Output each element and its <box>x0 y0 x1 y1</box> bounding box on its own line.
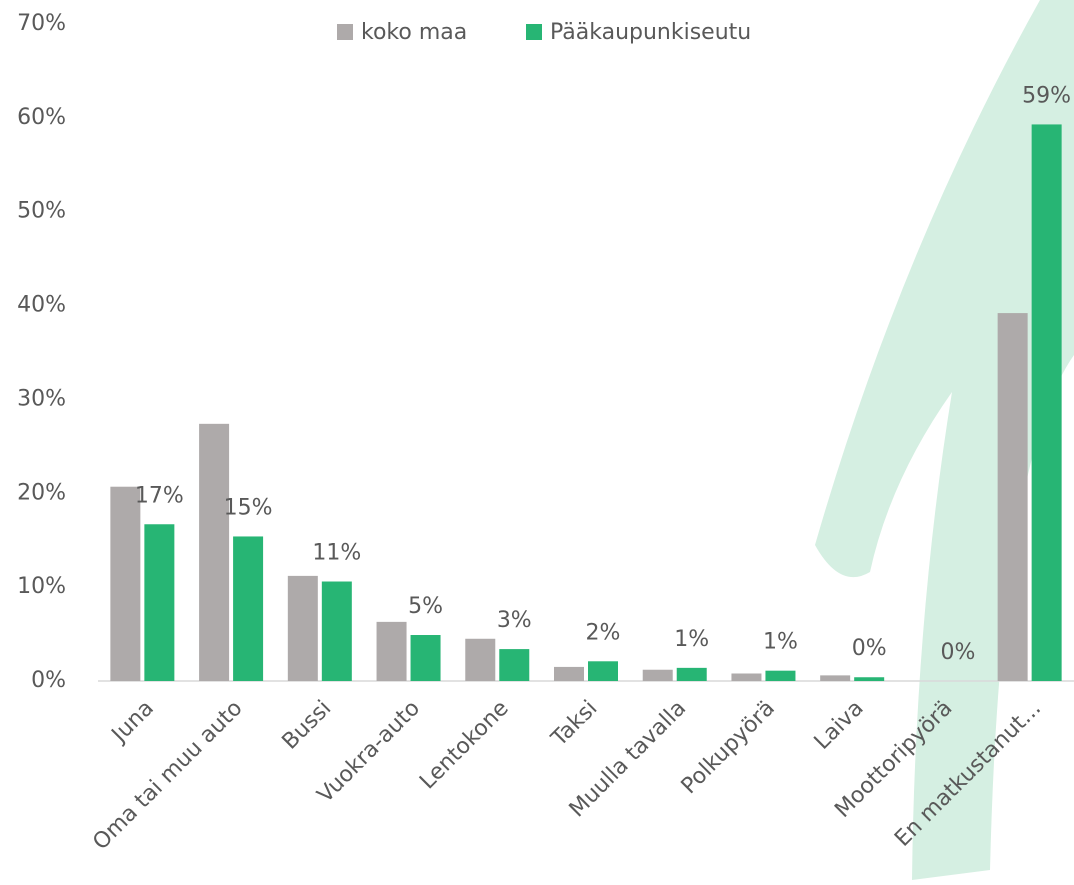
legend-label: Pääkaupunkiseutu <box>550 20 751 45</box>
bar <box>199 423 230 681</box>
y-tick-label: 10% <box>17 574 66 599</box>
bar <box>499 649 530 681</box>
bar <box>110 486 141 681</box>
bar <box>1031 124 1062 682</box>
bar <box>554 666 584 681</box>
data-label: 1% <box>674 627 709 652</box>
bar <box>731 673 762 681</box>
data-label: 15% <box>224 495 273 520</box>
data-label: 0% <box>852 636 887 661</box>
bar <box>820 675 851 681</box>
data-label: 3% <box>497 608 532 633</box>
data-label: 17% <box>135 483 184 508</box>
data-label: 5% <box>408 594 443 619</box>
x-tick-label: Lentokone <box>415 696 514 795</box>
bar <box>321 581 352 681</box>
legend-swatch <box>526 24 542 40</box>
data-label: 0% <box>940 640 975 665</box>
x-tick-label: Laiva <box>810 696 869 755</box>
x-tick-label: Juna <box>106 696 159 749</box>
y-tick-label: 20% <box>17 480 66 505</box>
bar <box>765 670 796 681</box>
bar <box>854 677 885 681</box>
data-label: 11% <box>312 541 361 566</box>
y-tick-label: 30% <box>17 386 66 411</box>
y-tick-label: 40% <box>17 293 66 318</box>
data-label: 59% <box>1022 83 1071 108</box>
y-tick-label: 50% <box>17 199 66 224</box>
data-label: 1% <box>763 630 798 655</box>
bar <box>676 667 707 681</box>
bar <box>144 524 175 681</box>
bar <box>997 313 1028 681</box>
bar <box>233 536 264 681</box>
bar <box>642 669 673 681</box>
x-tick-label: Taksi <box>546 696 602 752</box>
data-label: 2% <box>586 620 621 645</box>
y-tick-label: 70% <box>17 11 66 36</box>
bar <box>465 638 496 681</box>
x-tick-label: Polkupyörä <box>677 696 780 799</box>
x-tick-label: Bussi <box>278 696 337 755</box>
bar <box>287 575 318 681</box>
background-arrow <box>815 0 1074 880</box>
bar <box>410 635 441 681</box>
y-tick-label: 0% <box>31 668 66 693</box>
legend-label: koko maa <box>361 20 467 45</box>
legend-swatch <box>337 24 353 40</box>
x-tick-label: Oma tai muu auto <box>88 696 247 855</box>
bar <box>588 661 618 681</box>
y-tick-label: 60% <box>17 105 66 130</box>
bar <box>376 621 407 681</box>
